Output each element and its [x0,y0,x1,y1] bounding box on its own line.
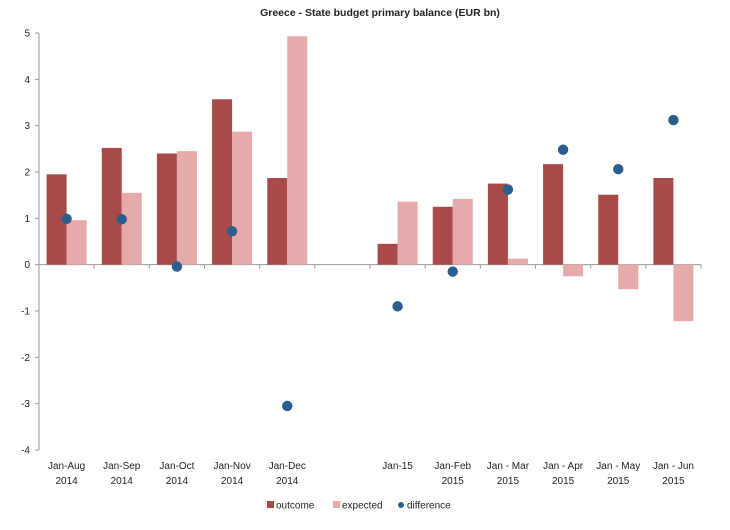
difference-point [668,114,679,126]
expected-legend-swatch [333,501,340,508]
x-category-label: Jan-Feb [434,461,471,472]
outcome-bar [46,174,67,265]
expected-bar [176,151,197,265]
x-category-year: 2014 [55,476,78,487]
y-tick-label: -3 [21,399,30,410]
outcome-bar [653,178,674,265]
x-category-label: Jan-Oct [159,461,194,472]
y-tick-label: 4 [24,75,30,86]
outcome-bar [267,178,288,265]
x-category-label: Jan-15 [382,461,413,472]
expected-bar [673,264,694,322]
y-tick-label: 5 [24,29,30,40]
x-category-year: 2015 [607,476,630,487]
difference-point [557,144,569,155]
difference-point [116,214,127,225]
expected-legend-label: expected [342,501,383,512]
x-category-year: 2015 [497,476,520,487]
difference-point [282,400,293,412]
expected-bar [121,192,142,265]
y-tick-label: 1 [24,214,30,225]
plot-area: 5 4 3 2 1 0 -1 -2 -3 -4 Jan-Aug 2014 Jan-Sep 2014 Jan-… [21,29,702,487]
x-category-year: 2014 [111,476,134,487]
x-category-label: Jan - Apr [543,461,584,472]
y-tick-label: -4 [21,446,30,457]
difference-point [447,266,458,277]
x-category-label: Jan-Sep [103,461,141,472]
legend: outcome expected difference [267,501,451,512]
x-category-year: 2015 [442,476,465,487]
outcome-bar [156,153,177,265]
difference-point [613,164,624,175]
outcome-legend-swatch [267,501,274,508]
outcome-bar [543,164,564,265]
x-category-year: 2014 [221,476,244,487]
outcome-bar [377,243,398,265]
expected-bar [507,258,528,265]
outcome-bar [212,99,233,265]
difference-point [226,226,238,237]
x-category-label: Jan - May [596,461,640,472]
x-category-year: 2014 [276,476,299,487]
expected-bar [563,264,584,277]
x-category-year: 2014 [166,476,189,487]
outcome-legend-label: outcome [276,501,315,512]
x-category-label: Jan - Jun [653,461,694,472]
x-category-year: 2015 [552,476,575,487]
x-category-label: Jan-Dec [269,461,306,472]
expected-bar [397,201,418,265]
y-tick-label: 3 [24,121,30,132]
outcome-bar [598,194,619,265]
chart-title: Greece - State budget primary balance (E… [260,7,500,19]
difference-point [502,184,514,195]
expected-bar [287,36,308,265]
y-tick-label: -1 [21,307,30,318]
expected-bar [66,220,87,265]
x-category-label: Jan - Mar [487,461,530,472]
difference-point [171,261,183,272]
outcome-bar [432,206,453,265]
difference-legend-marker [398,502,404,508]
y-tick-label: 0 [24,260,30,271]
expected-bar [618,264,639,290]
expected-bar [452,198,473,265]
difference-point [61,213,72,224]
outcome-bar [101,147,122,265]
x-category-label: Jan-Aug [48,461,85,472]
difference-point [392,301,403,312]
difference-legend-label: difference [407,501,451,512]
expected-bar [232,131,253,265]
outcome-bar [487,183,508,265]
y-tick-label: 2 [24,168,30,179]
y-tick-label: -2 [21,353,30,364]
x-category-year: 2015 [662,476,685,487]
x-category-label: Jan-Nov [213,461,250,472]
